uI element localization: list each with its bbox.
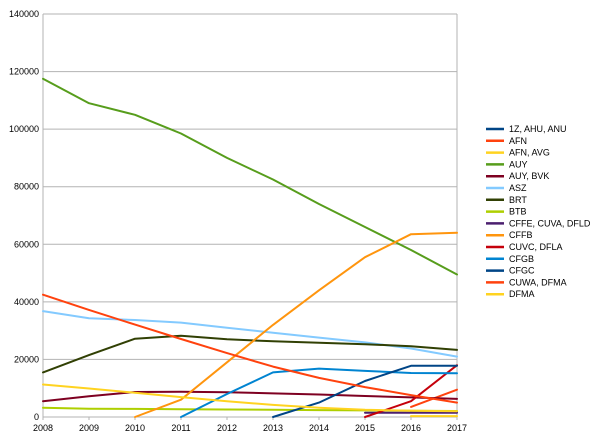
legend-label: CFGC: [509, 266, 535, 276]
gridlines: [42, 13, 458, 418]
x-axis-ticks: 2008 2009 2010 2011 2012 2013 2014 2015 2016 2017: [33, 417, 467, 433]
x-tick-label: 2010: [125, 423, 145, 433]
x-tick-label: 2008: [33, 423, 53, 433]
x-tick-label: 2013: [263, 423, 283, 433]
x-tick-label: 2014: [309, 423, 329, 433]
series-line: [42, 293, 458, 404]
legend-label: 1Z, AHU, ANU: [509, 124, 567, 134]
y-tick-label: 20000: [14, 354, 39, 364]
series-line: [42, 383, 458, 413]
x-tick-label: 2016: [401, 423, 421, 433]
legend-label: AFN, AVG: [509, 148, 550, 158]
y-tick-label: 0: [34, 412, 39, 422]
x-tick-label: 2017: [447, 423, 467, 433]
y-tick-label: 100000: [9, 124, 39, 134]
series-line: [134, 231, 458, 418]
series-line: [180, 367, 458, 418]
legend-label: ASZ: [509, 183, 527, 193]
legend-label: DFMA: [509, 289, 535, 299]
legend-label: BRT: [509, 195, 527, 205]
legend-label: CFGB: [509, 254, 534, 264]
x-tick-label: 2012: [217, 423, 237, 433]
legend-label: AFN: [509, 136, 527, 146]
legend-label: AUY: [509, 159, 528, 169]
y-tick-label: 60000: [14, 239, 39, 249]
x-tick-label: 2009: [79, 423, 99, 433]
legend-label: AUY, BVK: [509, 171, 549, 181]
series-line: [42, 334, 458, 374]
series-line: [42, 77, 458, 276]
x-tick-label: 2011: [171, 423, 190, 433]
x-tick-label: 2015: [355, 423, 375, 433]
series-line: [42, 390, 458, 403]
y-tick-label: 80000: [14, 182, 39, 192]
series-lines: [42, 77, 458, 418]
y-tick-label: 120000: [9, 67, 39, 77]
y-axis-ticks: 0 20000 40000 60000 80000 100000 120000 140000: [9, 9, 39, 422]
y-tick-label: 40000: [14, 297, 39, 307]
legend-label: CFFE, CUVA, DFLD: [509, 218, 591, 228]
legend-label: CFFB: [509, 230, 533, 240]
y-tick-label: 140000: [9, 9, 39, 19]
legend-label: BTB: [509, 207, 527, 217]
series-line: [364, 364, 458, 418]
legend-label: CUVC, DFLA: [509, 242, 563, 252]
legend-label: CUWA, DFMA: [509, 277, 567, 287]
